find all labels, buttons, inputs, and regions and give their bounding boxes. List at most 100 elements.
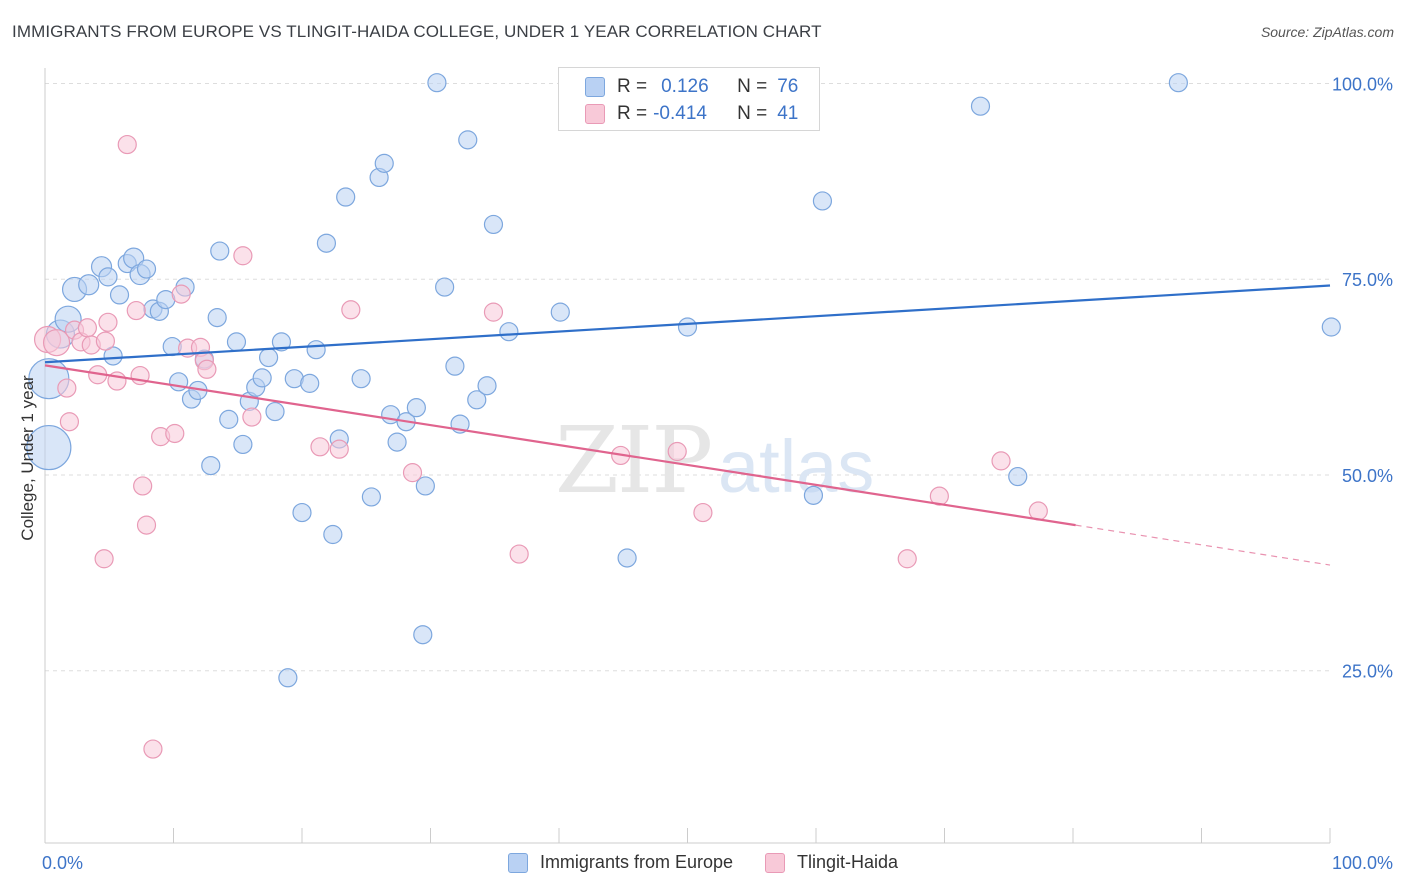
point-immigrants-from-europe <box>26 424 72 471</box>
point-tlingit-haida <box>483 302 504 322</box>
point-immigrants-from-europe <box>306 340 326 360</box>
point-immigrants-from-europe <box>617 548 637 568</box>
point-tlingit-haida <box>897 549 917 569</box>
point-immigrants-from-europe <box>98 267 118 287</box>
point-tlingit-haida <box>402 463 423 483</box>
point-tlingit-haida <box>509 544 529 564</box>
point-immigrants-from-europe <box>109 285 130 305</box>
point-immigrants-from-europe <box>458 130 478 150</box>
y-tick-label: 25.0% <box>1342 662 1393 682</box>
point-immigrants-from-europe <box>78 274 100 296</box>
point-immigrants-from-europe <box>387 432 407 452</box>
point-immigrants-from-europe <box>351 369 371 389</box>
pink-swatch <box>585 104 605 124</box>
point-immigrants-from-europe <box>970 96 991 116</box>
point-immigrants-from-europe <box>265 401 285 422</box>
legend-label: Tlingit-Haida <box>797 852 899 872</box>
x-tick-label: 0.0% <box>42 853 83 873</box>
point-tlingit-haida <box>126 300 146 321</box>
y-tick-label: 75.0% <box>1342 270 1393 290</box>
point-immigrants-from-europe <box>374 153 394 173</box>
point-immigrants-from-europe <box>415 476 435 496</box>
correlation-legend: R = 0.126 N = 76 R = -0.414 N = 41 <box>558 67 820 131</box>
point-immigrants-from-europe <box>435 277 455 297</box>
point-immigrants-from-europe <box>499 322 519 342</box>
legend-row-blue: R = 0.126 N = 76 <box>559 73 798 101</box>
point-immigrants-from-europe <box>406 398 426 418</box>
r-label: R = <box>617 76 648 97</box>
point-immigrants-from-europe <box>271 332 292 352</box>
point-immigrants-from-europe <box>233 434 253 455</box>
point-tlingit-haida <box>197 359 217 379</box>
point-immigrants-from-europe <box>336 187 356 207</box>
pink-swatch <box>765 852 785 873</box>
trend-line-immigrants-from-europe <box>44 284 1331 364</box>
point-immigrants-from-europe <box>467 390 487 410</box>
y-tick-label: 100.0% <box>1332 74 1393 94</box>
point-immigrants-from-europe <box>292 502 312 523</box>
point-tlingit-haida <box>136 515 157 535</box>
series-legend: Immigrants from Europe Tlingit-Haida <box>0 852 1406 873</box>
point-immigrants-from-europe <box>361 487 381 507</box>
point-tlingit-haida <box>310 437 330 457</box>
point-immigrants-from-europe <box>219 409 239 429</box>
y-tick-label: 50.0% <box>1342 466 1393 486</box>
point-tlingit-haida <box>171 284 191 304</box>
legend-item-tlingit-haida[interactable]: Tlingit-Haida <box>765 852 898 873</box>
point-tlingit-haida <box>133 476 153 496</box>
n-label: N = <box>737 76 768 97</box>
x-tick-label: 100.0% <box>1332 853 1393 873</box>
tick-labels: 25.0% 50.0% 75.0% 100.0% 0.0% 100.0% <box>42 74 1393 873</box>
point-tlingit-haida <box>77 318 98 338</box>
trend-line-tlingit-haida <box>44 364 1076 527</box>
point-immigrants-from-europe <box>1321 317 1341 337</box>
point-tlingit-haida <box>693 502 713 523</box>
source-credit: Source: ZipAtlas.com <box>1260 24 1394 40</box>
point-immigrants-from-europe <box>136 259 157 279</box>
point-immigrants-from-europe <box>323 524 343 545</box>
point-immigrants-from-europe <box>207 308 227 328</box>
point-immigrants-from-europe <box>445 356 465 376</box>
point-immigrants-from-europe <box>677 317 698 337</box>
point-immigrants-from-europe <box>210 241 230 261</box>
point-tlingit-haida <box>341 300 361 320</box>
point-immigrants-from-europe <box>812 191 833 211</box>
point-tlingit-haida <box>59 412 80 432</box>
point-tlingit-haida <box>94 549 114 569</box>
r-value: -0.414 <box>653 103 707 124</box>
y-axis-label: College, Under 1 year <box>18 375 37 541</box>
legend-item-immigrants-from-europe[interactable]: Immigrants from Europe <box>507 852 733 873</box>
point-tlingit-haida <box>95 331 115 351</box>
point-tlingit-haida <box>929 486 949 506</box>
point-immigrants-from-europe <box>477 376 497 396</box>
trend-line-tlingit-haida-extension <box>1075 524 1331 566</box>
legend-row-pink: R = -0.414 N = 41 <box>559 100 798 128</box>
point-immigrants-from-europe <box>201 455 221 476</box>
legend-label: Immigrants from Europe <box>539 852 733 872</box>
point-tlingit-haida <box>991 451 1011 471</box>
point-tlingit-haida <box>165 423 185 444</box>
watermark-zip: ZIP <box>555 407 711 514</box>
point-immigrants-from-europe <box>278 668 298 688</box>
r-value: 0.126 <box>661 76 709 97</box>
data-points <box>26 73 1341 759</box>
chart-title: IMMIGRANTS FROM EUROPE VS TLINGIT-HAIDA … <box>12 22 822 41</box>
r-label: R = <box>617 103 648 124</box>
blue-swatch <box>507 852 528 873</box>
point-immigrants-from-europe <box>1008 466 1028 487</box>
blue-swatch <box>585 77 605 97</box>
point-tlingit-haida <box>329 439 349 459</box>
point-immigrants-from-europe <box>803 485 824 505</box>
point-immigrants-from-europe <box>252 368 272 388</box>
watermark-atlas: atlas <box>718 425 874 508</box>
n-label: N = <box>737 103 768 124</box>
point-immigrants-from-europe <box>226 332 247 352</box>
point-tlingit-haida <box>98 312 118 332</box>
point-tlingit-haida <box>667 441 687 462</box>
point-tlingit-haida <box>42 329 71 357</box>
point-immigrants-from-europe <box>300 373 320 393</box>
grid-lines <box>45 82 1330 672</box>
point-immigrants-from-europe <box>550 302 570 322</box>
n-value: 76 <box>777 76 799 97</box>
